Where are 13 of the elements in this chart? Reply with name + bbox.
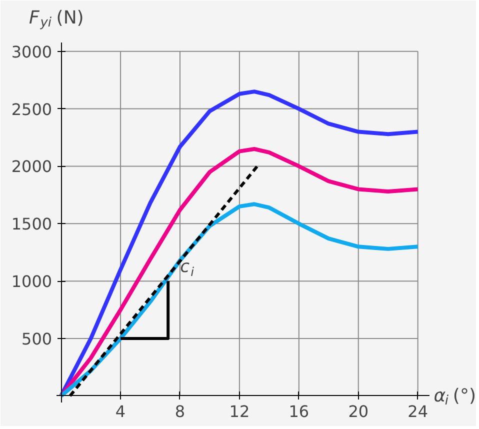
line-series <box>59 147 420 398</box>
x-tick-label: 24 <box>408 402 428 421</box>
x-tick-label: 8 <box>174 402 186 421</box>
y-tick-label: 3000 <box>11 42 52 62</box>
x-tick-label: 20 <box>348 402 369 421</box>
x-tick-label: 16 <box>288 402 310 421</box>
y-tick-label: 2000 <box>11 157 52 176</box>
y-tick-label: 1500 <box>11 214 52 234</box>
y-tick-label: 500 <box>22 330 52 349</box>
x-tick-label: 4 <box>115 402 126 421</box>
x-tick-label: 12 <box>229 402 250 421</box>
y-tick-label: 1000 <box>11 272 52 292</box>
y-tick-label: 2500 <box>11 100 52 119</box>
